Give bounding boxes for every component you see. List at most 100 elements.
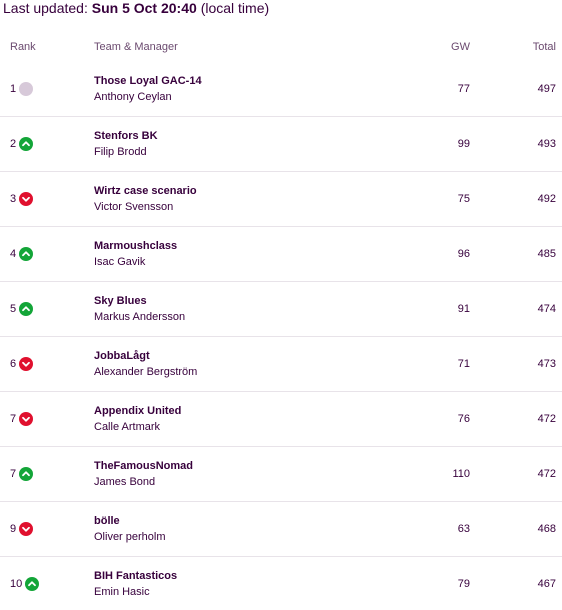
total-points: 473 [470, 336, 562, 392]
rank-up-icon [19, 467, 34, 481]
manager-name: Victor Svensson [94, 201, 174, 213]
manager-name: Isac Gavik [94, 256, 146, 268]
standings-table: Rank Team & Manager GW Total 1 Those Loya… [0, 32, 562, 610]
gw-points: 99 [390, 116, 470, 172]
column-header-total: Total [532, 41, 556, 53]
table-row[interactable]: 5 Sky Blues Markus Andersson 91 474 [0, 281, 562, 337]
table-row[interactable]: 1 Those Loyal GAC-14 Anthony Ceylan 77 497 [0, 62, 562, 117]
standings-rows: 1 Those Loyal GAC-14 Anthony Ceylan 77 497 2 S… [0, 62, 562, 610]
team-manager-cell: Marmoushclass Isac Gavik [94, 226, 390, 282]
table-row[interactable]: 9 bölle Oliver perholm 63 468 [0, 501, 562, 557]
rank-down-icon [19, 412, 34, 426]
rank-cell: 4 [0, 226, 94, 282]
team-manager-cell: BIH Fantasticos Emin Hasic [94, 556, 390, 610]
rank-cell: 7 [0, 446, 94, 502]
manager-name: Emin Hasic [94, 586, 150, 598]
table-row[interactable]: 7 Appendix United Calle Artmark 76 472 [0, 391, 562, 447]
rank-cell: 1 [0, 62, 94, 117]
team-manager-cell: Sky Blues Markus Andersson [94, 281, 390, 337]
team-manager-cell: TheFamousNomad James Bond [94, 446, 390, 502]
gw-points: 77 [457, 83, 470, 95]
column-header-rank: Rank [10, 41, 36, 53]
team-manager-cell: Wirtz case scenario Victor Svensson [94, 171, 390, 227]
team-manager-cell: JobbaLågt Alexander Bergström [94, 336, 390, 392]
team-name-link[interactable]: JobbaLågt [94, 350, 150, 362]
table-row[interactable]: 3 Wirtz case scenario Victor Svensson 75 492 [0, 171, 562, 227]
total-points: 497 [537, 83, 556, 95]
table-row[interactable]: 6 JobbaLågt Alexander Bergström 71 473 [0, 336, 562, 392]
manager-name: Oliver perholm [94, 531, 166, 543]
rank-number: 7 [10, 468, 17, 480]
rank-same-icon [19, 82, 34, 96]
team-name-link[interactable]: Those Loyal GAC-14 [94, 75, 202, 87]
rank-cell: 5 [0, 281, 94, 337]
team-name-link[interactable]: BIH Fantasticos [94, 570, 178, 582]
total-points: 472 [470, 446, 562, 502]
total-points: 493 [470, 116, 562, 172]
team-name-link[interactable]: Marmoushclass [94, 240, 178, 252]
rank-down-icon [19, 522, 34, 536]
rank-number: 9 [10, 523, 17, 535]
gw-points: 91 [390, 281, 470, 337]
gw-points: 71 [390, 336, 470, 392]
rank-cell: 2 [0, 116, 94, 172]
rank-number: 7 [10, 413, 17, 425]
table-row[interactable]: 10 BIH Fantasticos Emin Hasic 79 467 [0, 556, 562, 610]
gw-points: 96 [390, 226, 470, 282]
rank-cell: 3 [0, 171, 94, 227]
total-points: 467 [470, 556, 562, 610]
last-updated-label: Last updated: [3, 0, 88, 16]
table-row[interactable]: 4 Marmoushclass Isac Gavik 96 485 [0, 226, 562, 282]
table-header-row: Rank Team & Manager GW Total [0, 32, 562, 62]
table-row[interactable]: 7 TheFamousNomad James Bond 110 472 [0, 446, 562, 502]
last-updated-suffix: (local time) [200, 0, 270, 16]
team-manager-cell: Those Loyal GAC-14 Anthony Ceylan [94, 62, 390, 117]
rank-up-icon [25, 577, 40, 591]
rank-number: 5 [10, 303, 17, 315]
table-row[interactable]: 2 Stenfors BK Filip Brodd 99 493 [0, 116, 562, 172]
team-name-link[interactable]: Wirtz case scenario [94, 185, 197, 197]
rank-up-icon [19, 137, 34, 151]
rank-cell: 10 [0, 556, 94, 610]
rank-number: 6 [10, 358, 17, 370]
team-name-link[interactable]: bölle [94, 515, 120, 527]
team-manager-cell: bölle Oliver perholm [94, 501, 390, 557]
rank-up-icon [19, 302, 34, 316]
team-manager-cell: Stenfors BK Filip Brodd [94, 116, 390, 172]
rank-number: 3 [10, 193, 17, 205]
manager-name: Markus Andersson [94, 311, 186, 323]
last-updated: Last updated: Sun 5 Oct 20:40 (local tim… [3, 0, 269, 16]
rank-number: 1 [10, 83, 17, 95]
column-header-gw: GW [451, 41, 470, 53]
gw-points: 75 [390, 171, 470, 227]
gw-points: 76 [390, 391, 470, 447]
manager-name: Alexander Bergström [94, 366, 198, 378]
rank-number: 2 [10, 138, 17, 150]
team-name-link[interactable]: Sky Blues [94, 295, 147, 307]
total-points: 468 [470, 501, 562, 557]
team-name-link[interactable]: TheFamousNomad [94, 460, 194, 472]
total-points: 485 [470, 226, 562, 282]
manager-name: Anthony Ceylan [94, 91, 172, 103]
rank-number: 4 [10, 248, 17, 260]
manager-name: Filip Brodd [94, 146, 147, 158]
rank-cell: 9 [0, 501, 94, 557]
rank-down-icon [19, 192, 34, 206]
team-name-link[interactable]: Appendix United [94, 405, 182, 417]
rank-number: 10 [10, 578, 23, 590]
rank-down-icon [19, 357, 34, 371]
gw-points: 63 [390, 501, 470, 557]
gw-points: 79 [390, 556, 470, 610]
total-points: 492 [470, 171, 562, 227]
gw-points: 110 [390, 446, 470, 502]
manager-name: Calle Artmark [94, 421, 161, 433]
team-name-link[interactable]: Stenfors BK [94, 130, 158, 142]
total-points: 474 [470, 281, 562, 337]
column-header-team-manager: Team & Manager [94, 41, 178, 53]
rank-up-icon [19, 247, 34, 261]
team-manager-cell: Appendix United Calle Artmark [94, 391, 390, 447]
rank-cell: 7 [0, 391, 94, 447]
last-updated-value: Sun 5 Oct 20:40 [91, 0, 197, 16]
total-points: 472 [470, 391, 562, 447]
